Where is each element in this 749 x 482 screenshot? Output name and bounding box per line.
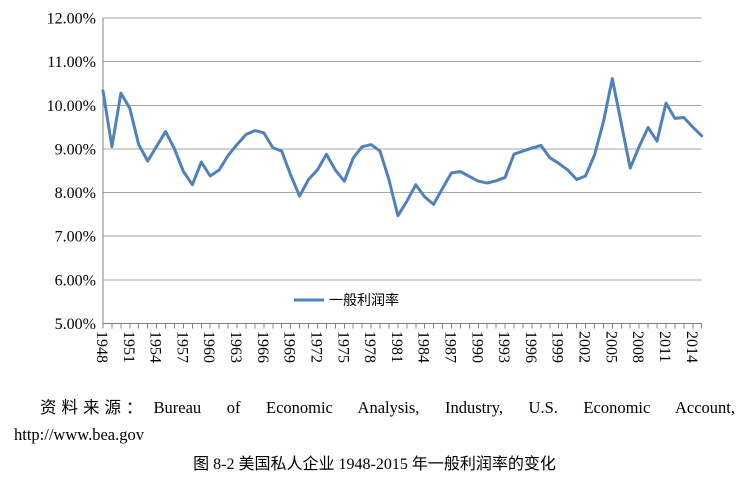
x-tick-label: 1987 [441, 331, 458, 363]
x-tick-label: 1969 [281, 331, 298, 363]
x-tick-label: 1954 [147, 331, 164, 363]
x-tick-label: 1996 [522, 331, 539, 363]
y-tick-label: 9.00% [55, 141, 96, 158]
x-tick-label: 1948 [93, 331, 110, 363]
x-tick-label: 2014 [683, 331, 700, 363]
source-text: Bureau of Economic Analysis, Industry, U… [153, 398, 736, 417]
y-axis-labels: 12.00% 11.00% 10.00% 9.00% 8.00% 7.00% 6.00% 5.… [47, 11, 96, 334]
gridlines [103, 17, 702, 324]
x-tick-label: 1981 [388, 331, 405, 363]
x-tick-label: 1975 [334, 331, 351, 363]
y-tick-label: 6.00% [55, 272, 96, 289]
x-tick-label: 1960 [200, 331, 217, 363]
x-tick-marks [102, 323, 703, 329]
source-url: http://www.bea.gov [14, 425, 144, 444]
figure-caption: 图 8-2 美国私人企业 1948-2015 年一般利润率的变化 [193, 456, 556, 473]
x-axis-labels: 1948 1951 1954 1957 1960 1963 1966 1969 1972 1975… [93, 331, 700, 363]
x-tick-label: 1978 [361, 331, 378, 363]
legend: 一般利润率 [294, 292, 399, 309]
x-tick-label: 1990 [468, 331, 485, 363]
y-tick-label: 12.00% [47, 11, 96, 28]
profit-rate-line-chart: 12.00% 11.00% 10.00% 9.00% 8.00% 7.00% 6.00% 5.… [47, 11, 704, 363]
x-tick-label: 1966 [254, 331, 271, 363]
x-tick-label: 1993 [495, 331, 512, 363]
x-tick-label: 2005 [602, 331, 619, 363]
y-tick-label: 5.00% [55, 316, 96, 333]
y-tick-label: 7.00% [55, 229, 96, 246]
x-tick-label: 1951 [120, 331, 137, 363]
x-tick-label: 1972 [307, 331, 324, 363]
x-tick-label: 1957 [173, 331, 190, 363]
x-tick-label: 1963 [227, 331, 244, 363]
source-prefix: 资料来源： [40, 398, 148, 417]
y-tick-label: 8.00% [55, 185, 96, 202]
axis-lines [102, 18, 702, 324]
y-tick-label: 11.00% [47, 54, 96, 71]
legend-label: 一般利润率 [329, 292, 399, 309]
x-tick-label: 1999 [549, 331, 566, 363]
x-tick-label: 2011 [656, 331, 673, 362]
source-line: 资料来源： Bureau of Economic Analysis, Indus… [14, 396, 735, 421]
chart-area: 12.00% 11.00% 10.00% 9.00% 8.00% 7.00% 6.00% 5.… [47, 11, 704, 363]
profit-rate-line [101, 77, 704, 218]
x-tick-label: 1984 [415, 331, 432, 363]
y-tick-label: 10.00% [47, 98, 96, 115]
x-tick-label: 2008 [629, 331, 646, 363]
x-tick-label: 2002 [576, 331, 593, 363]
